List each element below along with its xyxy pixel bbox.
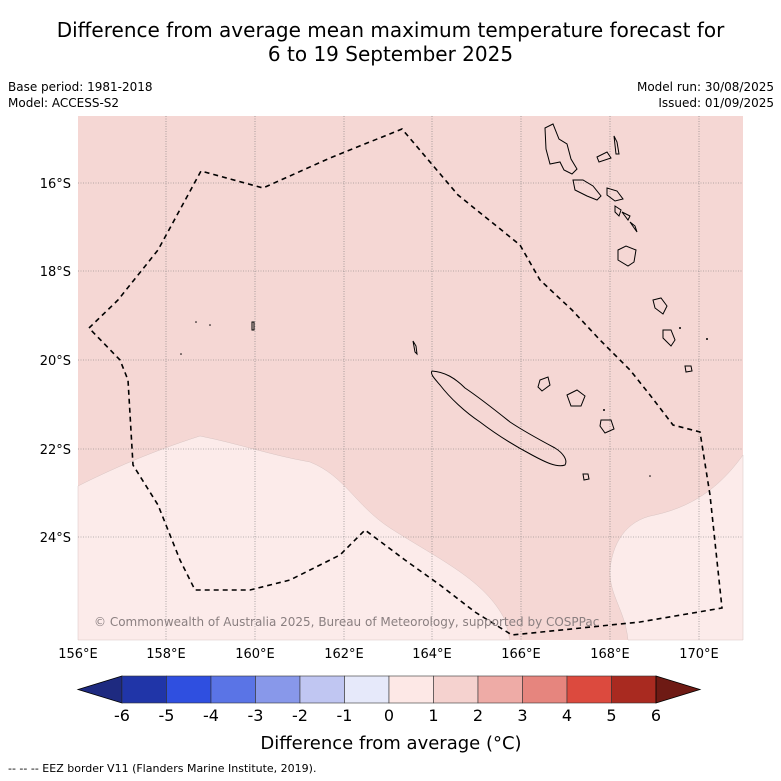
lon-tick: 170°E xyxy=(679,647,719,662)
colorbar-over-arrow xyxy=(655,675,702,704)
isle-of-pines xyxy=(582,473,590,481)
issued-text: Issued: 01/09/2025 xyxy=(658,96,774,110)
colorbar-under-arrow xyxy=(76,675,123,704)
model-run-text: Model run: 30/08/2025 xyxy=(636,80,774,94)
colorbar-tick-label: -5 xyxy=(159,706,175,725)
colorbar-tick-label: 4 xyxy=(562,706,572,725)
islet-dot-5 xyxy=(706,338,708,340)
lon-tick: 168°E xyxy=(590,647,630,662)
anomaly-region-low-southwest xyxy=(77,435,511,641)
latitude-axis: 16°S 18°S 20°S 22°S 24°S xyxy=(40,177,71,546)
islet-dot-7 xyxy=(603,409,605,411)
colorbar-tick-label: 0 xyxy=(384,706,394,725)
lat-tick: 20°S xyxy=(40,354,71,369)
lon-tick: 162°E xyxy=(324,647,364,662)
lon-tick: 166°E xyxy=(501,647,541,662)
colorbar-tick-label: -4 xyxy=(203,706,219,725)
mare-island xyxy=(599,419,615,434)
colorbar-tick-label: 6 xyxy=(651,706,661,725)
colorbar-tick-label: -6 xyxy=(114,706,130,725)
longitude-axis: 156°E 158°E 160°E 162°E 164°E 166°E 168°… xyxy=(58,647,719,662)
colorbar-tick-label: 1 xyxy=(428,706,438,725)
colorbar-tick-label: 2 xyxy=(473,706,483,725)
new-caledonia-island xyxy=(431,370,567,467)
title-line-2: 6 to 19 September 2025 xyxy=(267,42,514,66)
colorbar-tick-label: 5 xyxy=(606,706,616,725)
colorbar-bin xyxy=(210,675,256,704)
islet-dot-4 xyxy=(649,475,651,477)
lat-tick: 18°S xyxy=(40,265,71,280)
colorbar-bin xyxy=(166,675,212,704)
islet-dot-2 xyxy=(209,324,211,326)
eez-legend-note: -- -- -- EEZ border V11 (Flanders Marine… xyxy=(8,762,317,775)
colorbar-bin xyxy=(611,675,657,704)
belep-islands xyxy=(412,340,418,356)
islet-dot-1 xyxy=(195,321,197,323)
base-period-text: Base period: 1981-2018 xyxy=(8,80,153,94)
meta-right: Model run: 30/08/2025 Issued: 01/09/2025 xyxy=(637,79,774,111)
gridlines xyxy=(78,116,743,640)
eez-border xyxy=(87,128,723,636)
anomaly-region-low-southeast xyxy=(609,454,744,641)
colorbar-bin xyxy=(255,675,301,704)
vanuatu-islands xyxy=(544,123,693,373)
colorbar-tick-label: 3 xyxy=(517,706,527,725)
lon-tick: 160°E xyxy=(235,647,275,662)
colorbar-labels: -6 -5 -4 -3 -2 -1 0 1 2 3 4 5 6 xyxy=(114,706,661,725)
lat-tick: 16°S xyxy=(40,177,71,192)
islet-dot-3 xyxy=(180,353,182,355)
colorbar-bin xyxy=(522,675,568,704)
title-line-1: Difference from average mean maximum tem… xyxy=(56,18,725,42)
lon-tick: 164°E xyxy=(412,647,452,662)
islet-dot-6 xyxy=(679,327,681,329)
meta-left: Base period: 1981-2018 Model: ACCESS-S2 xyxy=(8,79,153,111)
colorbar-bin xyxy=(566,675,612,704)
lon-tick: 158°E xyxy=(146,647,186,662)
colorbar-tick-label: -3 xyxy=(248,706,264,725)
colorbar-title: Difference from average (°C) xyxy=(260,733,521,754)
copyright-text: © Commonwealth of Australia 2025, Bureau… xyxy=(94,615,599,629)
colorbar-tick-label: -1 xyxy=(337,706,353,725)
colorbar-tick-label: -2 xyxy=(292,706,308,725)
lifou-island xyxy=(566,389,586,407)
map-title: Difference from average mean maximum tem… xyxy=(0,18,781,66)
chesterfield-islands xyxy=(251,321,255,331)
lat-tick: 22°S xyxy=(40,443,71,458)
colorbar-bin xyxy=(477,675,523,704)
lon-tick: 156°E xyxy=(58,647,98,662)
colorbar-bin xyxy=(121,675,167,704)
model-text: Model: ACCESS-S2 xyxy=(8,96,120,110)
ouvea-island xyxy=(537,376,551,392)
colorbar-bin xyxy=(344,675,390,704)
lat-tick: 24°S xyxy=(40,531,71,546)
colorbar xyxy=(76,675,702,704)
colorbar-bin xyxy=(388,675,434,704)
colorbar-bin xyxy=(433,675,479,704)
colorbar-bin xyxy=(299,675,345,704)
